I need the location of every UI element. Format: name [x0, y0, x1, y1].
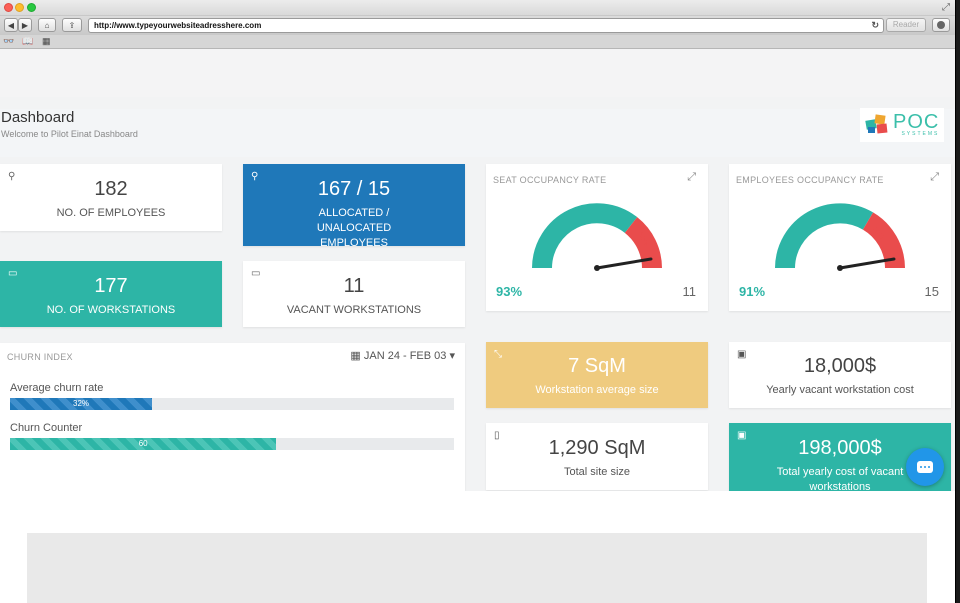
- user-icon: ⚲: [251, 171, 259, 182]
- chat-bubble-icon: [917, 461, 933, 473]
- date-range-picker[interactable]: ▦ JAN 24 - FEB 03 ▾: [350, 349, 455, 362]
- seat-occupancy-gauge: 80%: [532, 203, 662, 271]
- churn-index-title: CHURN INDEX: [7, 352, 73, 362]
- site-size-card[interactable]: ▯ 1,290 SqM Total site size: [486, 423, 708, 490]
- reading-list-icon[interactable]: 👓: [3, 36, 15, 46]
- address-bar[interactable]: http://www.typeyourwebsiteadresshere.com…: [88, 18, 884, 33]
- dashboard-page: Dashboard Welcome to Pilot Einat Dashboa…: [0, 49, 955, 603]
- footer-placeholder: [27, 533, 927, 603]
- page-header: [0, 109, 955, 157]
- forward-arrow-icon: ▶: [21, 20, 29, 30]
- vacant-value: 11: [343, 275, 365, 297]
- churn-counter-label: Churn Counter: [10, 422, 83, 434]
- downloads-button[interactable]: [932, 18, 950, 32]
- share-icon: ⇪: [68, 20, 76, 30]
- back-button[interactable]: ◀: [4, 18, 18, 32]
- seat-occupancy-card: SEAT OCCUPANCY RATE ⤢ 80% 93% 11: [486, 164, 708, 311]
- employees-occupancy-card: EMPLOYEES OCCUPANCY RATE ⤢ 70% 91% 15: [729, 164, 951, 311]
- gauge-needle: [595, 257, 653, 270]
- yearly-vacant-label: Yearly vacant workstation cost: [766, 384, 914, 396]
- workstations-card[interactable]: ▭ 177 NO. OF WORKSTATIONS: [0, 261, 222, 327]
- employees-card[interactable]: ⚲ 182 NO. OF EMPLOYEES: [0, 164, 222, 231]
- allocated-card[interactable]: ⚲ 167 / 15 ALLOCATED / UNALOCATED EMPLOY…: [243, 164, 465, 249]
- bookmarks-book-icon[interactable]: 📖: [22, 36, 34, 46]
- logo-mark-icon: [864, 114, 890, 136]
- building-icon: ▯: [494, 430, 500, 441]
- monitor-icon: ▭: [8, 268, 18, 279]
- expand-icon[interactable]: ⤢: [930, 171, 939, 183]
- minimize-window-button[interactable]: [15, 3, 24, 12]
- caret-down-icon: ▾: [449, 350, 455, 362]
- gauge-green-arc: [532, 203, 638, 269]
- gauge-needle: [838, 257, 896, 270]
- yearly-vacant-value: 18,000$: [803, 355, 877, 377]
- vacant-workstations-card[interactable]: ▭ 11 VACANT WORKSTATIONS: [243, 261, 465, 327]
- reload-icon[interactable]: ↻: [871, 20, 879, 30]
- maximize-window-button[interactable]: [27, 3, 36, 12]
- gauge-needle-pivot: [837, 265, 843, 271]
- allocated-label: ALLOCATED / UNALOCATED EMPLOYEES: [316, 207, 392, 249]
- total-yearly-cost-value: 198,000$: [798, 437, 882, 459]
- avg-size-label: Workstation average size: [535, 384, 659, 396]
- forward-button[interactable]: ▶: [18, 18, 32, 32]
- employees-occupancy-percent: 91%: [739, 284, 766, 299]
- yearly-vacant-cost-card[interactable]: ▣ 18,000$ Yearly vacant workstation cost: [729, 342, 951, 408]
- site-size-value: 1,290 SqM: [548, 437, 646, 459]
- logo-subtext: SYSTEMS: [901, 131, 940, 137]
- average-churn-label: Average churn rate: [10, 382, 104, 394]
- top-sites-grid-icon[interactable]: ▦: [42, 36, 51, 46]
- expand-icon[interactable]: ⤢: [687, 171, 696, 183]
- gauge-needle-pivot: [594, 265, 600, 271]
- close-window-button[interactable]: [4, 3, 13, 12]
- logo-text: POC: [893, 111, 940, 133]
- churn-index-card: CHURN INDEX ▦ JAN 24 - FEB 03 ▾ Average …: [0, 343, 465, 491]
- allocated-value: 167 / 15: [317, 178, 391, 200]
- churn-counter-fill: 60: [10, 438, 277, 450]
- employees-occupancy-count: 15: [924, 284, 939, 299]
- workstations-value: 177: [94, 275, 128, 297]
- page-title: Dashboard: [1, 109, 75, 126]
- bookmarks-bar: 👓 📖 ▦: [0, 35, 955, 49]
- back-arrow-icon: ◀: [7, 20, 15, 30]
- avg-size-value: 7 SqM: [568, 355, 626, 377]
- fullscreen-icon[interactable]: ⤢: [942, 2, 950, 13]
- employees-occupancy-title: EMPLOYEES OCCUPANCY RATE: [736, 175, 884, 185]
- average-churn-fill: 32%: [10, 398, 153, 410]
- home-button[interactable]: ⌂: [38, 18, 56, 32]
- browser-titlebar: ⤢: [0, 0, 955, 16]
- churn-counter-bar: 60: [10, 438, 454, 450]
- gauge-red-arc: [624, 217, 662, 269]
- calendar-icon: ▦: [350, 350, 361, 362]
- reader-button[interactable]: Reader: [886, 18, 926, 32]
- url-text: http://www.typeyourwebsiteadresshere.com: [94, 21, 262, 30]
- vacant-label: VACANT WORKSTATIONS: [286, 304, 422, 316]
- browser-toolbar: ◀ ▶ ⌂ ⇪ http://www.typeyourwebsiteadress…: [0, 16, 955, 35]
- seat-occupancy-title: SEAT OCCUPANCY RATE: [493, 175, 607, 185]
- home-icon: ⌂: [44, 20, 50, 30]
- page-top-area: [0, 49, 955, 97]
- chat-button[interactable]: [906, 448, 944, 486]
- gauge-red-arc: [862, 212, 905, 269]
- avg-size-card[interactable]: ⤡ 7 SqM Workstation average size: [486, 342, 708, 408]
- user-icon: ⚲: [8, 171, 16, 182]
- money-icon: ▣: [737, 430, 747, 441]
- employees-label: NO. OF EMPLOYEES: [56, 207, 166, 219]
- date-range-text: JAN 24 - FEB 03: [363, 350, 447, 362]
- money-icon: ▣: [737, 349, 747, 360]
- seat-occupancy-percent: 93%: [496, 284, 523, 299]
- seat-occupancy-count: 11: [682, 284, 697, 299]
- page-subtitle: Welcome to Pilot Einat Dashboard: [1, 129, 138, 139]
- site-size-label: Total site size: [563, 466, 631, 478]
- poc-systems-logo: POC SYSTEMS: [860, 108, 944, 142]
- average-churn-bar: 32%: [10, 398, 454, 410]
- employees-occupancy-gauge: 70%: [775, 203, 905, 271]
- monitor-icon: ▭: [251, 268, 261, 279]
- total-yearly-cost-label: Total yearly cost of vacant workstations: [776, 466, 904, 493]
- workstations-label: NO. OF WORKSTATIONS: [46, 304, 176, 316]
- share-button[interactable]: ⇪: [62, 18, 82, 32]
- gauge-green-arc: [775, 203, 874, 269]
- compress-icon: ⤡: [494, 349, 502, 360]
- employees-value: 182: [94, 178, 128, 200]
